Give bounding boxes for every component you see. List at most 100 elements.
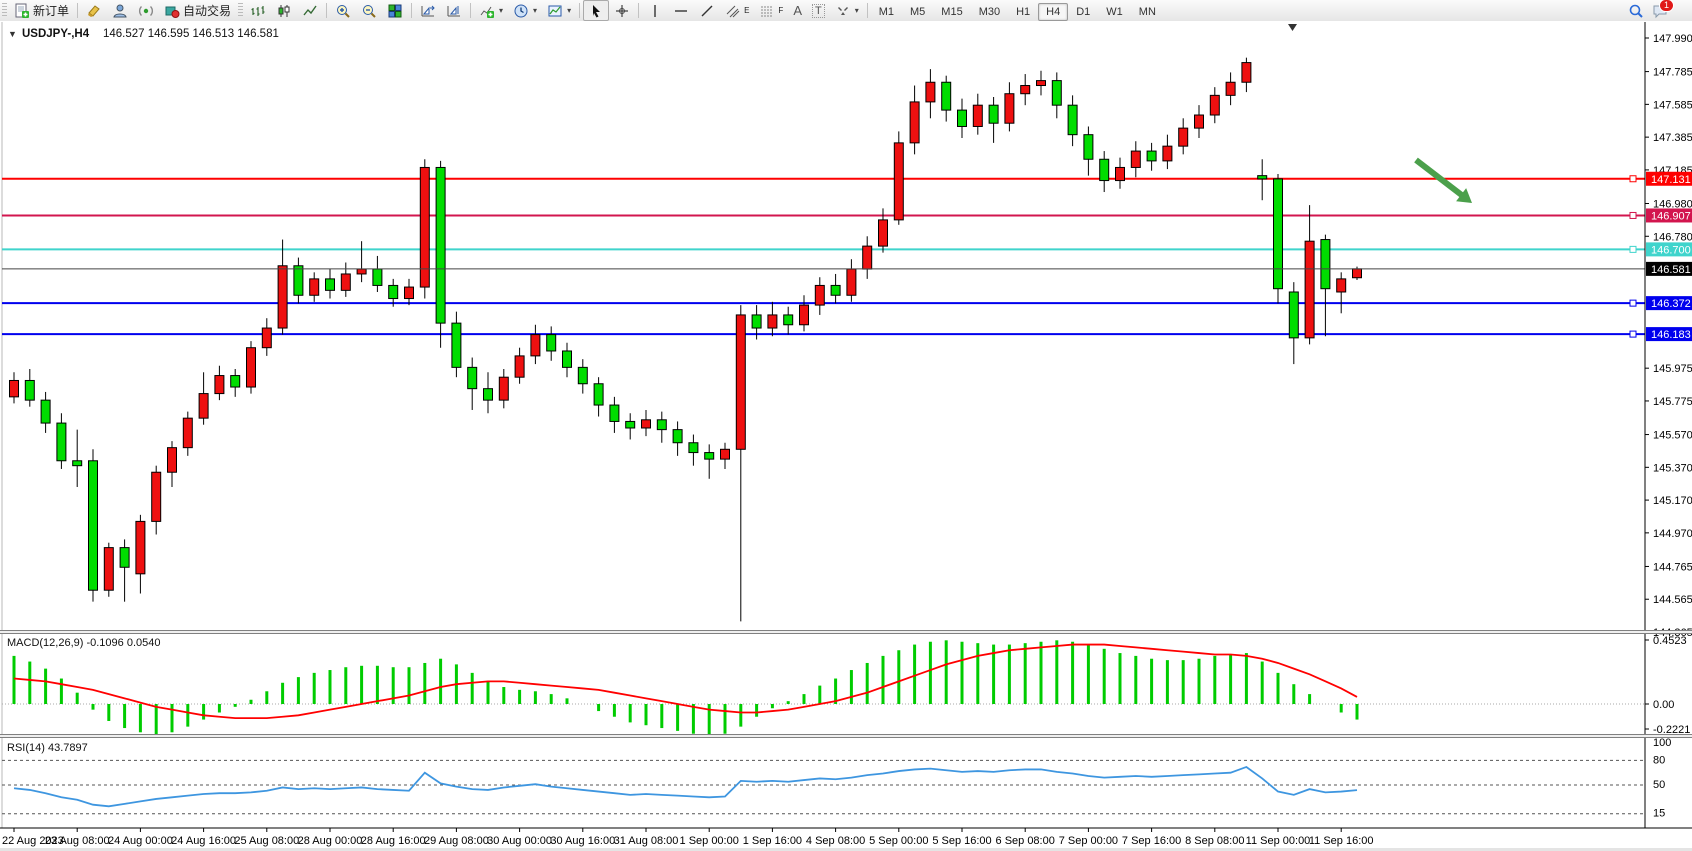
timeframe-button-m5[interactable]: M5: [910, 5, 926, 18]
vertical-line-tool-button[interactable]: [642, 0, 668, 21]
candle: [261, 327, 272, 349]
hline-handle[interactable]: [1629, 245, 1637, 253]
candle: [830, 284, 841, 296]
price-tag-label: 146.700: [1651, 244, 1691, 256]
styles-button[interactable]: [81, 0, 107, 21]
tile-windows-button[interactable]: [382, 0, 408, 21]
candle: [40, 399, 51, 424]
candle: [246, 347, 256, 388]
price-tag-label: 146.183: [1651, 329, 1691, 341]
svg-text:50: 50: [1653, 779, 1665, 791]
arrows-tool-button[interactable]: ▾: [830, 0, 864, 21]
toolbar-grip[interactable]: [238, 3, 244, 18]
macd-signal-line: [13, 643, 1358, 720]
channel-sub-label: E: [744, 6, 750, 15]
hline-handle[interactable]: [1629, 211, 1637, 219]
autotrade-button[interactable]: 自动交易: [159, 0, 236, 21]
svg-text:144.565: 144.565: [1653, 594, 1692, 606]
one-click-collapse-icon[interactable]: ▼: [8, 29, 17, 39]
separator: [470, 3, 472, 18]
arrow-annotation[interactable]: [1414, 157, 1472, 203]
text-tool-button[interactable]: A: [788, 0, 807, 21]
autotrade-icon: [165, 6, 180, 18]
time-label: 8 Sep 08:00: [1185, 835, 1244, 847]
time-label: 6 Sep 08:00: [996, 835, 1055, 847]
candle: [230, 375, 241, 388]
svg-text:147.785: 147.785: [1653, 67, 1692, 79]
search-icon[interactable]: [1628, 3, 1644, 19]
svg-text:145.170: 145.170: [1653, 495, 1692, 507]
candle: [1225, 81, 1236, 96]
chart-autoscroll-button[interactable]: [441, 0, 467, 21]
periods-button[interactable]: ▾: [508, 0, 542, 21]
candle: [1051, 80, 1062, 106]
candle: [1241, 62, 1252, 83]
timeframe-button-w1[interactable]: W1: [1106, 5, 1123, 18]
bar-chart-icon: [251, 5, 265, 16]
separator: [579, 3, 581, 18]
signal-button[interactable]: [133, 0, 159, 21]
cursor-tool-button[interactable]: [583, 0, 610, 21]
hline-handle[interactable]: [1629, 330, 1637, 338]
chat-button[interactable]: 1: [1652, 0, 1674, 19]
fibonacci-tool-button[interactable]: F: [754, 0, 788, 21]
timeframe-button-m15[interactable]: M15: [941, 5, 963, 18]
chart-shift-button[interactable]: [415, 0, 441, 21]
bar-chart-button[interactable]: [245, 0, 271, 21]
candle: [514, 355, 525, 378]
channel-tool-button[interactable]: E: [720, 0, 754, 21]
candle: [593, 383, 604, 406]
add-indicator-button[interactable]: ▾: [474, 0, 508, 21]
candle: [1194, 114, 1204, 129]
timeframe-button-h1[interactable]: H1: [1016, 5, 1031, 18]
hline-handle[interactable]: [1629, 175, 1637, 183]
timeframe-button-mn[interactable]: MN: [1138, 5, 1156, 18]
zoom-in-button[interactable]: [330, 0, 356, 21]
candle: [1336, 278, 1347, 293]
green-arrow-icon: [1414, 157, 1466, 200]
vertical-line-icon: [654, 4, 656, 17]
price-tag-label: 146.581: [1651, 264, 1691, 276]
candle: [435, 166, 446, 324]
trendline-tool-button[interactable]: [694, 0, 720, 21]
toolbar-grip[interactable]: [2, 3, 7, 18]
pane-separator[interactable]: [0, 630, 1692, 634]
text-label-tool-button[interactable]: T: [807, 0, 830, 21]
timeframe-button-m1[interactable]: M1: [878, 5, 895, 18]
templates-button[interactable]: ▾: [542, 0, 576, 21]
toolbar-right-group: 1: [1628, 0, 1692, 19]
time-label: 31 Aug 08:00: [614, 835, 679, 847]
pane-separator[interactable]: [0, 734, 1692, 738]
new-order-button[interactable]: 新订单: [9, 0, 74, 21]
pane-separators[interactable]: [0, 630, 1692, 738]
candle: [167, 447, 177, 473]
time-label: 29 Aug 08:00: [424, 835, 489, 847]
hline-handle[interactable]: [1629, 299, 1637, 307]
candles-layer: [9, 57, 1362, 622]
separator: [326, 3, 328, 18]
crosshair-tool-button[interactable]: [609, 0, 635, 21]
rsi-line: [13, 765, 1358, 808]
zoom-out-button[interactable]: [356, 0, 382, 21]
new-order-label: 新订单: [33, 4, 70, 18]
chart-area[interactable]: 147.990147.785147.585147.385147.185146.9…: [0, 21, 1692, 851]
candle: [1320, 239, 1331, 290]
candle: [577, 366, 588, 385]
price-axis[interactable]: 147.990147.785147.585147.385147.185146.9…: [1644, 21, 1692, 828]
timeframe-button-d1[interactable]: D1: [1076, 5, 1091, 18]
timeframe-button-m30[interactable]: M30: [978, 5, 1001, 18]
text-label-icon: T: [811, 3, 825, 18]
fibonacci-icon: [761, 6, 774, 16]
candle: [941, 81, 952, 111]
timeframe-row: M1 M5 M15 M30 H1 H4 D1 W1 MN: [871, 2, 1164, 21]
timeframe-button-h4[interactable]: H4: [1038, 2, 1069, 21]
profile-button[interactable]: [107, 0, 133, 21]
candlestick-chart-button[interactable]: [271, 0, 297, 21]
chart-shift-marker[interactable]: [1288, 24, 1297, 31]
candle: [656, 419, 667, 431]
signal-icon: [139, 5, 153, 16]
line-chart-button[interactable]: [297, 0, 323, 21]
horizontal-line-tool-button[interactable]: [668, 0, 694, 21]
separator: [866, 3, 868, 18]
